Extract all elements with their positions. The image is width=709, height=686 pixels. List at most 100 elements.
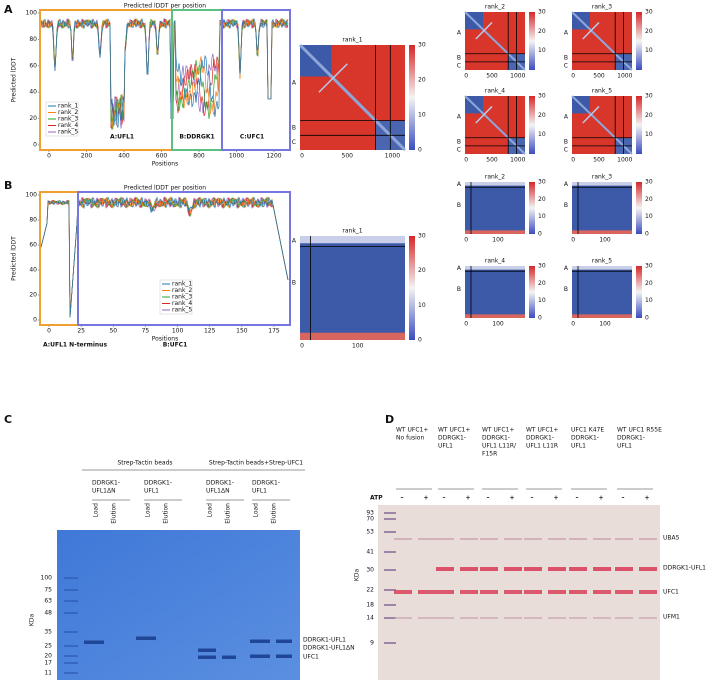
marker-label: 63 [44, 598, 52, 605]
y-tick-label: 100 [26, 192, 38, 199]
colorbar-tick-label: 30 [538, 263, 546, 270]
chain-label: C [564, 62, 568, 69]
ladder-band [384, 531, 396, 533]
gel-band [480, 538, 498, 540]
colorbar-tick-label: 30 [538, 179, 546, 186]
x-tick-label: 50 [109, 328, 117, 335]
colorbar-tick-label: 0 [538, 315, 542, 322]
heatmap-block [465, 314, 525, 318]
heatmap-diag [582, 105, 600, 124]
x-tick-label: 0 [571, 157, 575, 164]
gel-band [460, 567, 478, 571]
group-label: UFL1 [438, 443, 453, 450]
heatmap-title: rank_5 [592, 258, 612, 265]
gel-band [593, 567, 611, 571]
chain-label: A [292, 238, 297, 245]
lane-label: Load [253, 503, 260, 518]
colorbar-tick-label: 20 [418, 267, 426, 274]
region-box [221, 9, 291, 151]
marker-label: 17 [44, 660, 52, 667]
gel-band [524, 617, 542, 619]
x-tick-label: 500 [486, 157, 498, 164]
marker-label: 35 [44, 629, 52, 636]
heatmap-diag [318, 63, 348, 93]
x-tick-label: 1000 [510, 73, 525, 80]
heatmap-block [572, 230, 632, 234]
ladder-band [64, 589, 78, 591]
legend-label: rank_3 [58, 116, 78, 123]
x-tick-label: 0 [300, 153, 304, 160]
chain-label: B [292, 124, 296, 131]
colorbar-tick-label: 10 [645, 131, 653, 138]
panel-label: A [4, 3, 13, 16]
gel-band [593, 538, 611, 540]
colorbar-tick-label: 20 [538, 196, 546, 203]
x-tick-label: 25 [77, 328, 85, 335]
panel-label: C [4, 413, 12, 426]
chain-label: A [564, 265, 569, 272]
sign-label: – [443, 495, 446, 502]
gel-band [84, 640, 104, 644]
chain-label: C [457, 62, 461, 69]
legend-label: rank_5 [58, 129, 78, 136]
colorbar-tick-label: 30 [645, 263, 653, 270]
lddt-curve [40, 17, 289, 130]
x-tick-label: 0 [300, 343, 304, 350]
x-tick-label: 600 [156, 153, 168, 160]
colorbar-tick-label: 20 [645, 112, 653, 119]
lane-label: Load [207, 503, 214, 518]
chain-label: A [457, 181, 462, 188]
y-tick-label: 100 [26, 10, 38, 17]
ladder-band [384, 604, 396, 606]
marker-label: 100 [41, 575, 53, 582]
sign-label: + [553, 495, 558, 502]
region-box [39, 191, 79, 326]
group-label: UFL1ΔN [92, 488, 116, 495]
colorbar-tick-label: 0 [645, 231, 649, 238]
colorbar [529, 182, 535, 234]
x-tick-label: 175 [268, 328, 280, 335]
gel-band [222, 655, 236, 659]
group-label: DDRGK1- [206, 480, 234, 487]
heatmap-diag [475, 21, 493, 40]
region-label: B:UFC1 [163, 342, 188, 349]
lddt-curve [40, 196, 289, 318]
chain-label: B [564, 286, 568, 293]
gel-band [394, 538, 412, 540]
sign-label: + [644, 495, 649, 502]
gel-band [639, 617, 657, 619]
x-tick-label: 0 [47, 328, 51, 335]
x-tick-label: 150 [236, 328, 248, 335]
gel-band [198, 655, 216, 659]
chain-label: B [292, 279, 296, 286]
ladder-band [384, 551, 396, 553]
heatmap-title: rank_4 [485, 258, 505, 265]
group-label: WT UFC1+ [438, 427, 470, 434]
sign-label: + [465, 495, 470, 502]
heatmap-diag [298, 43, 407, 152]
lddt-curve [40, 17, 289, 128]
chain-label: B [564, 54, 568, 61]
ladder-band [384, 518, 396, 520]
x-tick-label: 125 [204, 328, 216, 335]
marker-label: 20 [44, 653, 52, 660]
heatmap-diag [571, 11, 633, 71]
gel-band [569, 567, 587, 571]
lane-label: Elution [271, 503, 278, 524]
chain-label: B [457, 286, 461, 293]
colorbar-tick-label: 30 [645, 93, 653, 100]
chain-label: A [457, 113, 462, 120]
gel-band [593, 590, 611, 594]
chain-label: B [564, 138, 568, 145]
colorbar [636, 266, 642, 318]
gel-band [250, 639, 270, 643]
gel-band [394, 590, 412, 594]
region-box [77, 191, 291, 326]
chain-label: B [564, 202, 568, 209]
x-tick-label: 0 [464, 73, 468, 80]
colorbar-tick-label: 10 [418, 112, 426, 119]
marker-label: 30 [366, 567, 374, 574]
band-label: DDRGK1-UFL1 [303, 637, 346, 644]
group-label: WT UFC1+ [396, 427, 428, 434]
x-tick-label: 1000 [510, 157, 525, 164]
